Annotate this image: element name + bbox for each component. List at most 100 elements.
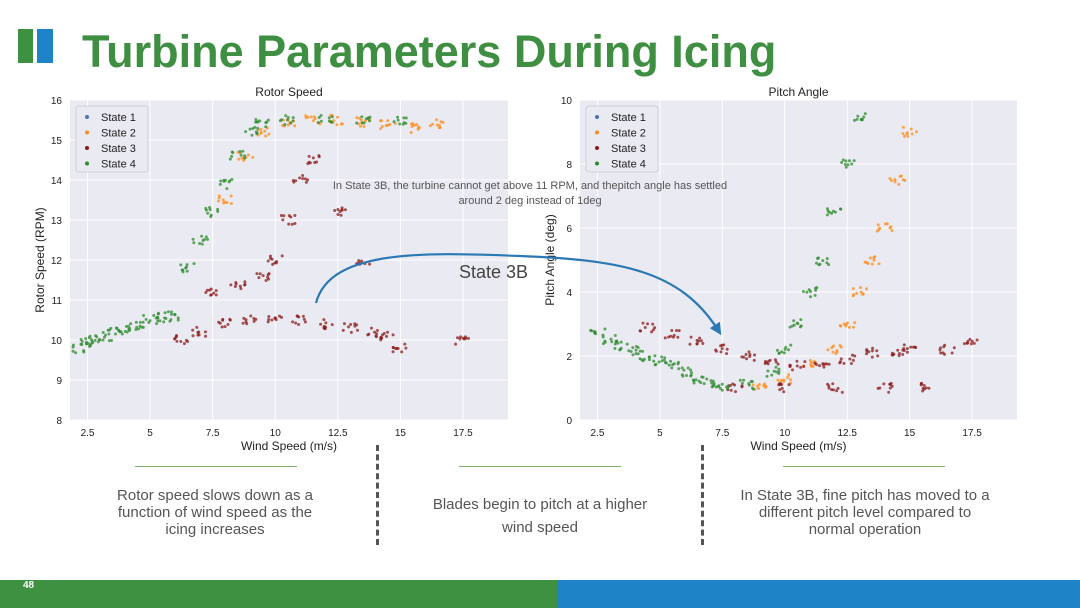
data-point	[729, 388, 733, 392]
data-point	[651, 328, 655, 332]
data-point	[267, 314, 271, 318]
data-point	[209, 293, 213, 297]
data-point	[720, 382, 724, 386]
data-point	[191, 334, 195, 338]
data-point	[114, 332, 118, 336]
data-point	[208, 206, 212, 210]
data-point	[231, 151, 235, 155]
data-point	[336, 212, 340, 216]
data-point	[851, 287, 855, 291]
chart-annotation: In State 3B, the turbine cannot get abov…	[332, 180, 728, 207]
data-point	[852, 159, 856, 163]
data-point	[902, 347, 906, 351]
data-point	[200, 234, 204, 238]
data-point	[266, 259, 270, 263]
legend-box	[585, 105, 659, 173]
data-point	[888, 386, 892, 390]
data-point	[871, 346, 875, 350]
data-point	[799, 324, 803, 328]
data-point	[777, 383, 781, 387]
data-point	[952, 346, 956, 350]
data-point	[841, 158, 845, 162]
data-point	[818, 262, 822, 266]
data-point	[412, 123, 416, 127]
data-point	[826, 207, 830, 211]
data-point	[719, 350, 723, 354]
y-tick-label: 12	[51, 256, 63, 267]
y-tick-label: 2	[566, 352, 572, 363]
data-point	[939, 351, 943, 355]
data-point	[676, 362, 680, 366]
data-point	[870, 355, 874, 359]
data-point	[179, 263, 183, 267]
footer-blue-band	[557, 580, 1080, 608]
data-point	[717, 384, 721, 388]
data-point	[603, 327, 607, 331]
data-point	[203, 330, 207, 334]
data-point	[117, 328, 121, 332]
data-point	[234, 281, 238, 285]
data-point	[244, 130, 248, 134]
data-point	[699, 381, 703, 385]
data-point	[209, 287, 213, 291]
data-point	[972, 341, 976, 345]
data-point	[839, 360, 843, 364]
data-point	[922, 383, 926, 387]
data-point	[281, 124, 285, 128]
data-point	[770, 373, 774, 377]
data-point	[107, 332, 111, 336]
data-point	[647, 355, 651, 359]
data-point	[311, 156, 315, 160]
data-point	[901, 132, 905, 136]
data-point	[846, 321, 850, 325]
data-point	[801, 290, 805, 294]
data-point	[905, 131, 909, 135]
data-point	[788, 325, 792, 329]
data-point	[779, 378, 783, 382]
data-point	[710, 385, 714, 389]
data-point	[780, 386, 784, 390]
data-point	[243, 156, 247, 160]
x-tick-label: 15	[904, 428, 916, 439]
logo-green-bar	[18, 29, 33, 63]
data-point	[301, 177, 305, 181]
data-point	[246, 153, 250, 157]
data-point	[968, 337, 972, 341]
data-point	[343, 208, 347, 212]
data-point	[349, 323, 353, 327]
data-point	[356, 328, 360, 332]
data-point	[856, 114, 860, 118]
x-axis-label: Wind Speed (m/s)	[750, 439, 846, 453]
data-point	[175, 339, 179, 343]
data-point	[787, 383, 791, 387]
data-point	[358, 116, 362, 120]
data-point	[742, 355, 746, 359]
data-point	[252, 316, 256, 320]
data-point	[787, 373, 791, 377]
data-point	[826, 348, 830, 352]
data-point	[601, 335, 605, 339]
data-point	[847, 325, 851, 329]
legend-marker	[85, 161, 89, 166]
data-point	[842, 361, 846, 365]
data-point	[298, 176, 302, 180]
data-point	[263, 129, 267, 133]
data-point	[629, 350, 633, 354]
data-point	[253, 125, 257, 129]
data-point	[402, 116, 406, 120]
callout-arrow	[314, 253, 722, 336]
data-point	[901, 178, 905, 182]
data-point	[825, 213, 829, 217]
data-point	[851, 294, 855, 298]
data-point	[815, 286, 819, 290]
data-point	[289, 121, 293, 125]
data-point	[126, 324, 130, 328]
data-point	[792, 319, 796, 323]
data-point	[748, 353, 752, 357]
data-point	[277, 314, 281, 318]
data-point	[400, 350, 404, 354]
data-point	[88, 334, 92, 338]
data-point	[249, 314, 253, 318]
data-point	[319, 119, 323, 123]
data-point	[833, 210, 837, 214]
